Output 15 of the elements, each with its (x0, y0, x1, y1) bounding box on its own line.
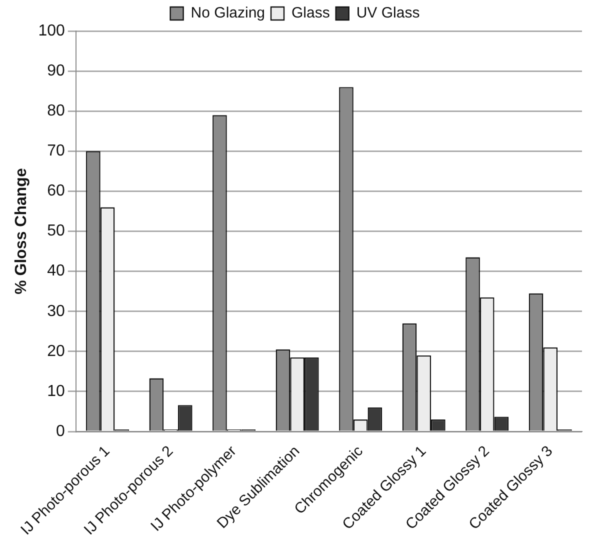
y-tick-label: 10 (47, 382, 65, 400)
y-tick-label: 50 (47, 222, 65, 240)
y-tick-label: 100 (38, 22, 65, 40)
legend-label: Glass (292, 4, 330, 22)
y-tick-label: 40 (47, 262, 65, 280)
legend-label: UV Glass (356, 4, 420, 22)
y-tick-label: 70 (47, 142, 65, 160)
legend-label: No Glazing (190, 4, 266, 22)
y-tick-label: 0 (56, 422, 65, 440)
y-tick-label: 60 (47, 182, 65, 200)
y-tick-label: 90 (47, 62, 65, 80)
y-axis-title: % Gloss Change (13, 168, 30, 294)
y-tick-label: 80 (47, 102, 65, 120)
y-tick-label: 30 (47, 302, 65, 320)
y-tick-label: 20 (47, 342, 65, 360)
